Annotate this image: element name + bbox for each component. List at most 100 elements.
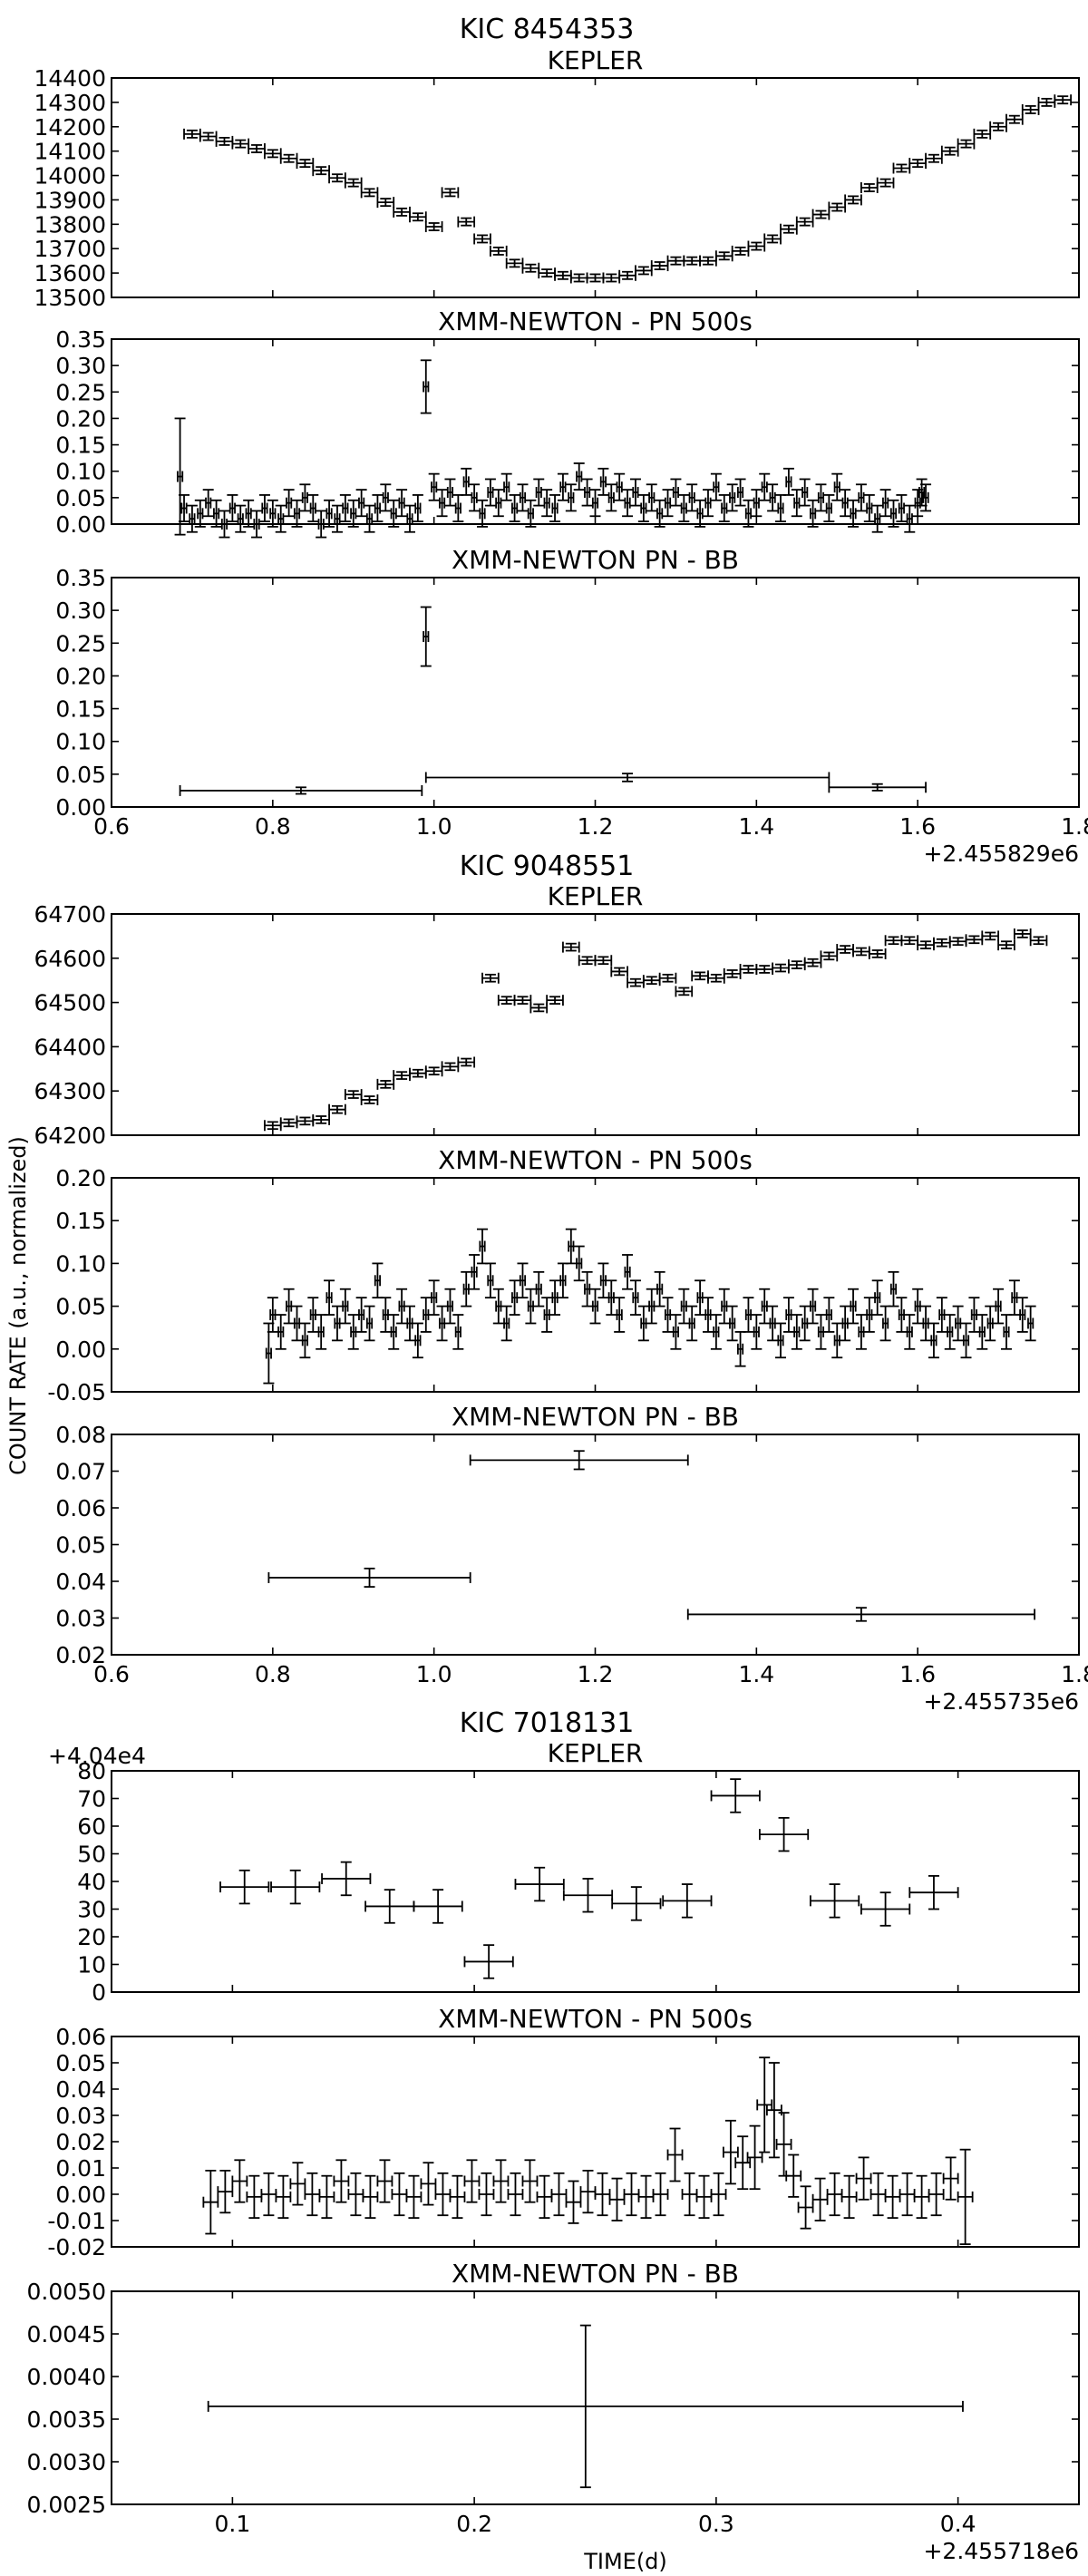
y-tick-label: 13900 [34,187,106,213]
data-point [811,209,831,220]
data-point [767,1305,779,1342]
y-tick-label: 0.08 [55,1422,106,1448]
data-point [420,1297,432,1333]
data-point [888,499,899,528]
data-point [810,1883,860,1919]
data-point [855,1314,867,1350]
data-point [611,1886,662,1921]
data-point [871,504,883,533]
data-point [405,2174,423,2220]
data-point [312,165,330,177]
panels: KEPLER 1350013600137001380013900140001410… [27,45,1088,2564]
data-point [248,142,266,154]
data-point [807,499,819,528]
data-point [654,1270,665,1307]
data-point [291,499,303,528]
data-point [376,2159,393,2203]
data-point [948,936,967,948]
data-point [879,489,891,518]
data-point [896,1297,908,1333]
data-point [517,483,529,512]
data-point [279,1117,298,1129]
data-point [331,1305,343,1342]
data-point [904,1314,916,1350]
data-point [388,1314,400,1350]
data-point [614,1297,626,1333]
data-point [658,972,677,984]
data-point [424,221,443,233]
y-tick-label: 0.02 [55,2129,106,2155]
data-point [662,1883,713,1919]
data-point [666,255,685,267]
data-point [840,489,851,518]
y-tick-label: 64200 [34,1123,106,1149]
data-point [441,1061,460,1073]
data-point [492,1288,504,1325]
data-point [251,510,263,539]
data-point [484,478,496,507]
data-point [702,489,714,518]
y-tick-label: 10 [77,1952,106,1978]
data-point [747,240,766,252]
data-point [328,172,346,184]
y-tick-label: 0.30 [55,353,106,379]
panel-4: KEPLER 64200 64300 64400 64500 64600 64700 [34,881,1080,1149]
data-point [968,1297,980,1333]
data-point [525,1288,537,1325]
data-point [597,1262,609,1299]
y-tick-label: 14100 [34,139,106,165]
data-point [391,2172,408,2217]
data-point [550,2172,568,2217]
data-point [364,1889,415,1924]
data-point [957,138,976,150]
data-point [597,467,609,496]
panel-title: KEPLER [548,881,644,911]
data-point [831,1322,843,1359]
data-point [892,162,911,174]
data-point [936,1297,947,1333]
data-point [279,152,298,164]
data-point [618,269,636,281]
data-point [469,483,481,512]
data-point [942,2156,959,2201]
data-point [412,1322,423,1359]
data-point [695,499,706,528]
data-point [823,494,835,522]
data-point [174,417,186,536]
data-point [908,1874,959,1910]
data-point [912,1288,924,1325]
data-point [513,995,532,1006]
data-point [629,1279,641,1316]
data-point [726,483,738,512]
x-offset-label: +2.455718e6 [923,2538,1079,2564]
data-point [913,2174,930,2220]
y-tick-label: 0.06 [55,2024,106,2050]
y-axis-label: COUNT RATE (a.u., normalized) [5,1136,31,1475]
data-point [652,2172,669,2217]
x-tick-label: 0.6 [93,1661,130,1687]
data-point [380,1297,392,1333]
data-point [1029,935,1048,947]
data-point [478,2172,495,2217]
data-point [412,494,423,522]
y-tick-label: 0.10 [55,1250,106,1277]
y-tick-label: 14400 [34,65,106,92]
y-tick-label: -0.05 [47,1379,106,1405]
data-point [380,483,392,512]
x-tick-label: 1.8 [1061,1661,1088,1687]
data-point [179,494,190,522]
data-point [243,499,255,528]
data-point [457,216,476,228]
panel-2: XMM-NEWTON - PN 500s 0.000.050.100.150.20… [55,306,1080,539]
data-point [831,472,843,501]
data-point [871,1279,883,1316]
data-point [683,255,701,267]
panel-title: KEPLER [548,45,644,75]
data-point [457,1056,476,1068]
data-point [420,2162,437,2206]
data-point [606,483,617,512]
data-point [993,1288,1005,1325]
data-point [586,272,605,284]
data-point [746,2124,763,2191]
